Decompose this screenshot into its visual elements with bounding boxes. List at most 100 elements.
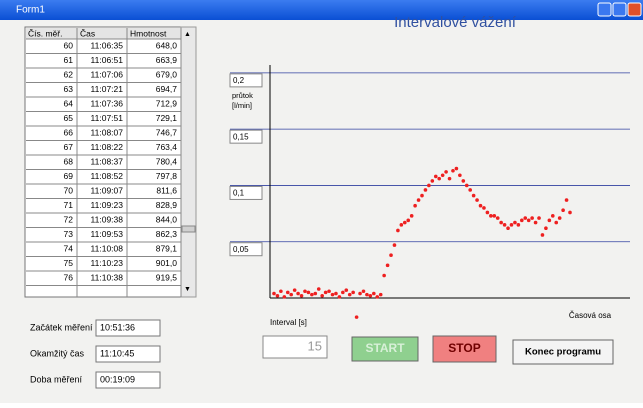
data-point	[289, 292, 294, 297]
data-point	[447, 176, 452, 181]
data-point	[440, 173, 445, 178]
cell: 11:09:23	[91, 200, 124, 210]
data-point	[375, 295, 380, 299]
data-point	[327, 289, 331, 294]
cell: 71	[64, 200, 74, 210]
data-point	[272, 291, 276, 296]
data-point	[568, 210, 572, 215]
field-box	[95, 345, 161, 363]
data-point	[323, 290, 328, 295]
data-point	[454, 166, 459, 171]
maximize-button[interactable]	[612, 2, 627, 17]
data-point	[365, 292, 369, 297]
cell: 11:07:51	[91, 113, 124, 123]
button[interactable]	[512, 339, 614, 365]
data-point	[282, 295, 287, 299]
data-point	[533, 220, 538, 225]
interval-input[interactable]	[262, 335, 328, 359]
data-point	[292, 288, 297, 292]
cell: 11:08:52	[91, 171, 124, 181]
column-header: Čas	[80, 28, 95, 38]
data-point	[409, 214, 414, 218]
cell: 694,7	[156, 84, 178, 94]
field-label: Doba měření	[30, 374, 83, 384]
data-point	[299, 293, 304, 298]
data-point	[478, 203, 483, 208]
cell: 828,9	[156, 200, 178, 210]
scroll-down[interactable]: ▼	[184, 286, 191, 293]
data-point	[499, 220, 503, 225]
grid-header	[26, 28, 181, 39]
field-value: 11:10:45	[100, 348, 134, 358]
data-point	[420, 193, 424, 198]
minimize-button[interactable]	[597, 2, 612, 17]
data-point	[378, 292, 383, 297]
cell: 73	[64, 229, 74, 239]
cell: 11:06:35	[91, 41, 124, 51]
button[interactable]	[432, 335, 497, 363]
cell: 70	[64, 186, 74, 196]
data-point	[347, 292, 352, 297]
cell: 746,7	[156, 128, 178, 138]
data-point	[368, 293, 373, 298]
cell: 65	[64, 113, 74, 123]
cell: 63	[64, 84, 74, 94]
cell: 844,0	[156, 215, 178, 225]
close-button[interactable]	[627, 2, 642, 17]
column-header: Hmotnost	[130, 28, 167, 38]
y-tick-label: 0,15	[233, 132, 249, 141]
cell: 11:07:36	[91, 99, 124, 109]
data-point	[461, 179, 466, 183]
cell: 76	[64, 273, 74, 283]
data-point	[334, 291, 338, 296]
data-point	[495, 216, 500, 220]
field-value: 00:19:09	[100, 374, 135, 384]
data-point	[550, 214, 555, 218]
data-point	[358, 291, 362, 296]
title-bar	[0, 0, 643, 20]
cell: 61	[64, 55, 74, 65]
button[interactable]	[351, 336, 419, 362]
scrollbar[interactable]	[180, 26, 197, 298]
data-grid[interactable]	[24, 26, 197, 298]
data-point	[537, 216, 541, 220]
y-tick-label: 0,05	[233, 245, 249, 254]
data-point	[464, 183, 469, 188]
cell: 648,0	[156, 41, 178, 51]
data-point	[557, 216, 562, 220]
column-header: Čís. měř.	[28, 28, 62, 38]
cell: 712,9	[156, 99, 178, 109]
data-point	[444, 170, 448, 174]
scroll-thumb[interactable]	[181, 225, 196, 233]
data-point	[520, 218, 524, 223]
cell: 729,1	[156, 113, 178, 123]
data-point	[423, 188, 428, 192]
scroll-up[interactable]: ▲	[184, 31, 191, 38]
data-point	[385, 263, 390, 268]
data-point	[475, 198, 479, 202]
data-point	[564, 198, 569, 202]
cell: 72	[64, 215, 74, 225]
data-point	[561, 208, 565, 213]
data-point	[296, 291, 300, 296]
data-point	[509, 223, 514, 227]
data-point	[526, 218, 531, 223]
x-axis-label: Časová osa	[569, 311, 612, 320]
cell: 64	[64, 99, 74, 109]
data-point	[489, 214, 493, 218]
data-point	[433, 174, 438, 179]
cell: 69	[64, 171, 74, 181]
data-point	[402, 220, 407, 225]
data-point	[530, 216, 534, 220]
data-point	[544, 226, 548, 231]
data-point	[540, 233, 545, 237]
cell: 901,0	[156, 258, 178, 268]
data-point	[351, 290, 355, 295]
data-point	[285, 290, 290, 295]
button-label: STOP	[448, 341, 480, 355]
tick-box	[229, 129, 263, 144]
cell: 62	[64, 70, 74, 80]
data-point	[354, 315, 359, 319]
data-point	[341, 290, 345, 295]
